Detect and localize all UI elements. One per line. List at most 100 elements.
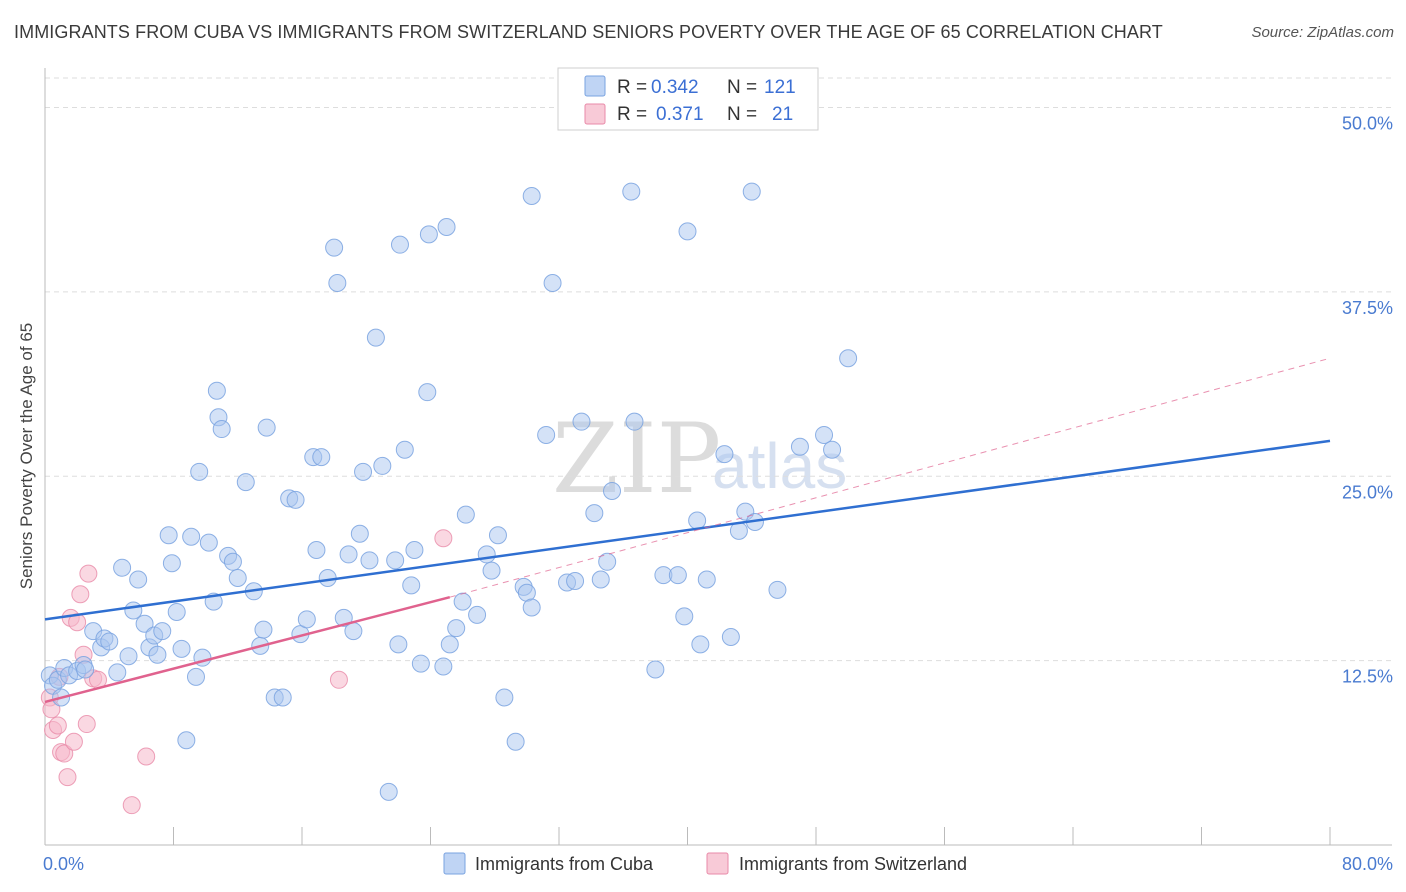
bottom-legend-cuba-label: Immigrants from Cuba [475,854,654,874]
y-tick-label: 25.0% [1342,482,1393,502]
cuba-point [437,217,456,236]
cuba-point [100,632,119,651]
cuba-point [668,566,687,585]
cuba-points [40,182,858,801]
cuba-point [495,688,514,707]
cuba-point [148,645,167,664]
x-tick-label-min: 0.0% [43,854,84,874]
cuba-point [395,440,414,459]
cuba-point [177,731,196,750]
switzerland-trend-line [44,595,451,704]
cuba-point [625,412,644,431]
cuba-point [113,558,132,577]
cuba-point [622,182,641,201]
cuba-point [482,561,501,580]
cuba-point [153,622,172,641]
cuba-point [390,235,409,254]
cuba-point [572,412,591,431]
cuba-point [715,445,734,464]
switzerland-point [58,768,77,787]
cuba-point [339,545,358,564]
cuba-point [447,619,466,638]
cuba-point [76,660,95,679]
legend-switzerland-swatch [584,103,606,125]
cuba-point [411,654,430,673]
top-legend: R = 0.342 N = 121 R = 0.371 N = 21 [557,67,819,131]
cuba-point [312,448,331,467]
cuba-point [254,620,273,639]
legend-cuba-n-label: N = [727,77,757,98]
cuba-point [440,635,459,654]
cuba-point [598,552,617,571]
cuba-point [543,274,562,293]
cuba-point [522,598,541,617]
cuba-point [162,554,181,573]
switzerland-point [137,747,156,766]
legend-cuba-r-label: R = [617,77,647,98]
cuba-point [675,607,694,626]
cuba-point [124,601,143,620]
switzerland-point [79,564,98,583]
legend-switzerland-n-label: N = [727,104,757,125]
cuba-trend-line [44,439,1331,621]
y-tick-label: 12.5% [1342,667,1393,687]
cuba-point [488,526,507,545]
cuba-point [456,505,475,524]
cuba-point [297,610,316,629]
cuba-point [678,222,697,241]
cuba-point [566,571,585,590]
cuba-point [325,238,344,257]
legend-cuba-n-value: 121 [764,77,796,98]
cuba-point [228,569,247,588]
cuba-point [350,524,369,543]
cuba-point [768,580,787,599]
switzerland-point [64,732,83,751]
legend-switzerland-n-value: 21 [772,104,793,125]
cuba-point [186,667,205,686]
cuba-point [135,614,154,633]
bottom-legend-switzerland-swatch [706,852,729,875]
cuba-point [172,639,191,658]
cuba-point [373,456,392,475]
cuba-point [207,381,226,400]
cuba-point [167,602,186,621]
cuba-point [366,328,385,347]
cuba-point [537,425,556,444]
y-tick-label: 50.0% [1342,114,1393,134]
y-tick-labels: 12.5% 25.0% 37.5% 50.0% [1342,114,1393,687]
cuba-point [418,383,437,402]
cuba-point [212,420,231,439]
cuba-point [742,182,761,201]
switzerland-point [122,796,141,815]
cuba-point [405,541,424,559]
cuba-point [815,425,834,444]
legend-switzerland-r-value: 0.371 [656,104,704,125]
cuba-point [591,570,610,589]
switzerland-point [434,529,453,548]
cuba-point [190,462,209,481]
cuba-point [354,462,373,481]
cuba-point [360,551,379,570]
cuba-point [389,635,408,654]
switzerland-point [55,744,74,763]
cuba-point [790,437,809,456]
y-tick-label: 37.5% [1342,298,1393,318]
cuba-point [506,732,525,751]
bottom-legend: Immigrants from Cuba Immigrants from Swi… [443,852,967,875]
cuba-point [434,657,453,676]
switzerland-point [71,585,90,604]
cuba-point [159,526,178,545]
legend-switzerland-r-label: R = [617,104,647,125]
bottom-legend-switzerland-label: Immigrants from Switzerland [739,854,967,874]
bottom-legend-cuba-swatch [443,852,466,875]
switzerland-trend-extension [449,357,1331,598]
cuba-point [129,570,148,589]
cuba-point [257,418,276,437]
cuba-point [522,187,541,205]
source-label: Source: ZipAtlas.com [1251,24,1394,41]
cuba-point [839,349,858,368]
cuba-point [286,490,305,509]
cuba-point [419,225,438,244]
cuba-point [688,511,707,530]
